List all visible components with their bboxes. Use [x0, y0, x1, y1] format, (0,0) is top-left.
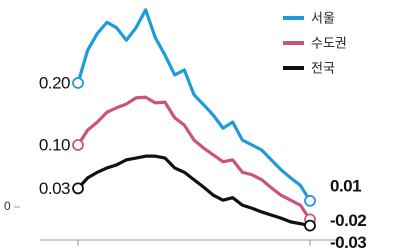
- series-line: [76, 154, 311, 228]
- point-marker: [72, 182, 84, 195]
- series-line: [76, 95, 312, 221]
- point-marker: [72, 77, 84, 89]
- point-marker: [304, 194, 316, 207]
- value-label: -0.02: [330, 211, 366, 230]
- value-label: 0.01: [330, 176, 361, 195]
- legend-label: 서울: [311, 10, 335, 25]
- y-tick-label: 0: [4, 199, 11, 213]
- series-line: [76, 8, 312, 202]
- point-marker: [72, 139, 84, 151]
- value-label: 0.20: [39, 73, 70, 92]
- legend-label: 전국: [311, 60, 335, 75]
- value-label: -0.03: [330, 233, 366, 250]
- value-label: 0.03: [39, 179, 70, 198]
- point-marker: [304, 219, 316, 232]
- legend-label: 수도권: [311, 35, 347, 50]
- value-label: 0.10: [39, 135, 70, 154]
